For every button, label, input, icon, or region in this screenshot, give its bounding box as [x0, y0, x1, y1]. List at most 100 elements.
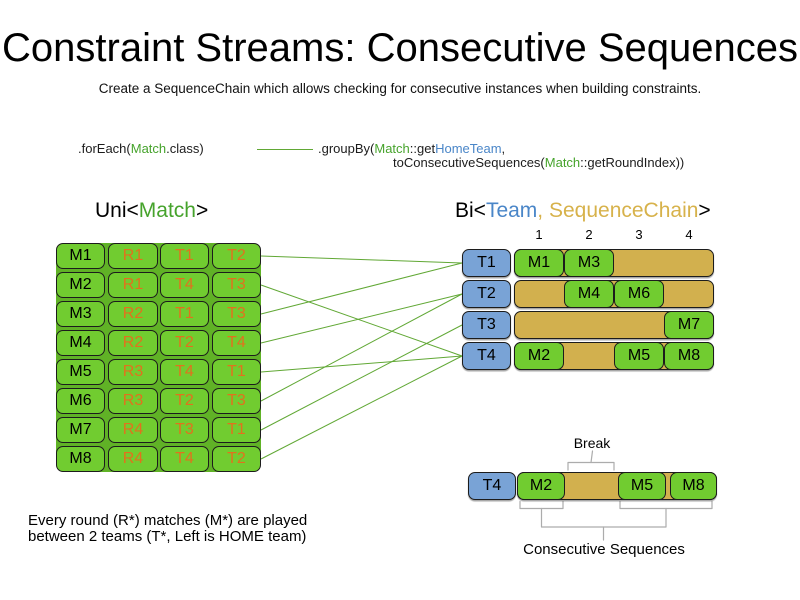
- match-id-cell: M4: [56, 330, 105, 356]
- match-row: M3 R2 T1 T3: [56, 301, 261, 327]
- match-id-cell: M6: [56, 388, 105, 414]
- match-to-team-line: [260, 355, 463, 373]
- footnote: Every round (R*) matches (M*) are played…: [28, 513, 307, 545]
- sequence-match-cell: M8: [664, 342, 714, 370]
- away-team-cell: T3: [212, 272, 261, 298]
- sequence2-bracket: [619, 500, 713, 510]
- away-team-cell: T1: [212, 417, 261, 443]
- home-team-cell: T1: [160, 243, 209, 269]
- round-cell: R1: [108, 272, 158, 298]
- break-bracket-stem: [590, 450, 594, 464]
- home-team-cell: T2: [160, 330, 209, 356]
- home-team-cell: T4: [160, 446, 209, 472]
- match-to-team-line: [260, 293, 463, 344]
- match-to-team-line: [260, 293, 463, 402]
- match-row: M7 R4 T3 T1: [56, 417, 261, 443]
- round-cell: R4: [108, 446, 158, 472]
- round-cell: R2: [108, 301, 158, 327]
- match-to-team-line: [260, 355, 463, 460]
- bi-sequencechain: SequenceChain: [548, 199, 699, 222]
- code-toconsecutivesequences: toConsecutiveSequences(Match::getRoundIn…: [393, 155, 684, 170]
- sequence-match-cell: M4: [564, 280, 614, 308]
- sequence-match-cell: M6: [614, 280, 664, 308]
- home-team-cell: T4: [160, 272, 209, 298]
- sequence-row: T4 M2 M5 M8: [462, 342, 714, 370]
- code-foreach: .forEach(Match.class): [78, 141, 204, 156]
- away-team-cell: T2: [212, 243, 261, 269]
- sequence-match-cell: M3: [564, 249, 614, 277]
- break-bracket: [567, 461, 615, 471]
- match-id-cell: M3: [56, 301, 105, 327]
- home-team-cell: T3: [160, 417, 209, 443]
- break-example-cell: M8: [670, 472, 717, 500]
- break-label: Break: [573, 435, 611, 451]
- uni-match: Match: [138, 199, 196, 222]
- match-row: M4 R2 T2 T4: [56, 330, 261, 356]
- footnote-line2: between 2 teams (T*, Left is HOME team): [28, 528, 307, 545]
- sequence-match-cell: M2: [514, 342, 564, 370]
- match-to-team-line: [260, 262, 463, 315]
- match-to-team-line: [260, 255, 463, 264]
- away-team-cell: T4: [212, 330, 261, 356]
- code-groupby: .groupBy(Match::getHomeTeam,: [318, 141, 505, 156]
- code-groupby-match: Match: [374, 141, 410, 156]
- footnote-line1: Every round (R*) matches (M*) are played: [28, 512, 308, 529]
- match-row: M1 R1 T1 T2: [56, 243, 261, 269]
- break-example-cell: M2: [517, 472, 565, 500]
- code-foreach-match: Match: [130, 141, 167, 156]
- round-cell: R3: [108, 359, 158, 385]
- round-column-header-1: 1: [535, 227, 543, 242]
- bi-team: Team: [485, 199, 538, 222]
- round-column-header-4: 4: [685, 227, 693, 242]
- match-id-cell: M7: [56, 417, 105, 443]
- code-line2-post: ::getRoundIndex)): [580, 155, 685, 170]
- sequence-match-cell: M5: [614, 342, 664, 370]
- sequence-match-cell: M1: [514, 249, 564, 277]
- round-cell: R3: [108, 388, 158, 414]
- home-team-cell: T4: [160, 359, 209, 385]
- team-box: T1: [462, 249, 511, 277]
- home-team-cell: T1: [160, 301, 209, 327]
- code-line2-match: Match: [544, 155, 581, 170]
- code-groupby-comma: ,: [501, 141, 506, 156]
- break-example-team-box: T4: [468, 472, 516, 500]
- round-column-header-2: 2: [585, 227, 593, 242]
- match-row: M5 R3 T4 T1: [56, 359, 261, 385]
- away-team-cell: T2: [212, 446, 261, 472]
- sequences-join-bracket: [540, 507, 667, 528]
- match-id-cell: M1: [56, 243, 105, 269]
- match-id-cell: M2: [56, 272, 105, 298]
- break-example-row: T4 M2 M5 M8: [468, 472, 718, 500]
- sequence-row: T1 M1 M3: [462, 249, 714, 277]
- sequence1-bracket: [519, 500, 564, 510]
- slide-subtitle: Create a SequenceChain which allows chec…: [98, 81, 702, 96]
- uni-pre: Uni<: [95, 199, 139, 222]
- consecutive-sequences-label: Consecutive Sequences: [523, 541, 685, 558]
- break-example-cell: M5: [618, 472, 666, 500]
- away-team-cell: T3: [212, 301, 261, 327]
- match-row: M6 R3 T2 T3: [56, 388, 261, 414]
- bi-comma: ,: [537, 199, 549, 222]
- round-cell: R4: [108, 417, 158, 443]
- home-team-cell: T2: [160, 388, 209, 414]
- match-to-team-line: [260, 324, 463, 431]
- match-row: M2 R1 T4 T3: [56, 272, 261, 298]
- team-box: T2: [462, 280, 511, 308]
- round-cell: R2: [108, 330, 158, 356]
- match-id-cell: M5: [56, 359, 105, 385]
- uni-match-header: Uni<Match>: [95, 199, 208, 223]
- round-column-header-3: 3: [635, 227, 643, 242]
- code-groupby-hometeam: HomeTeam: [435, 141, 502, 156]
- sequence-match-cell: M7: [664, 311, 714, 339]
- bi-pre: Bi<: [455, 199, 486, 222]
- match-table: M1 R1 T1 T2 M2 R1 T4 T3 M3 R2 T1 T3 M4 R2 T2 T4 M5 R3 T4 T1…: [56, 243, 261, 472]
- code-line2-pre: toConsecutiveSequences(: [393, 155, 545, 170]
- code-foreach-post: .class): [166, 141, 204, 156]
- away-team-cell: T1: [212, 359, 261, 385]
- bi-team-sequencechain-header: Bi<Team, SequenceChain>: [455, 199, 711, 223]
- match-row: M8 R4 T4 T2: [56, 446, 261, 472]
- away-team-cell: T3: [212, 388, 261, 414]
- round-cell: R1: [108, 243, 158, 269]
- slide-title: Constraint Streams: Consecutive Sequence…: [2, 26, 798, 70]
